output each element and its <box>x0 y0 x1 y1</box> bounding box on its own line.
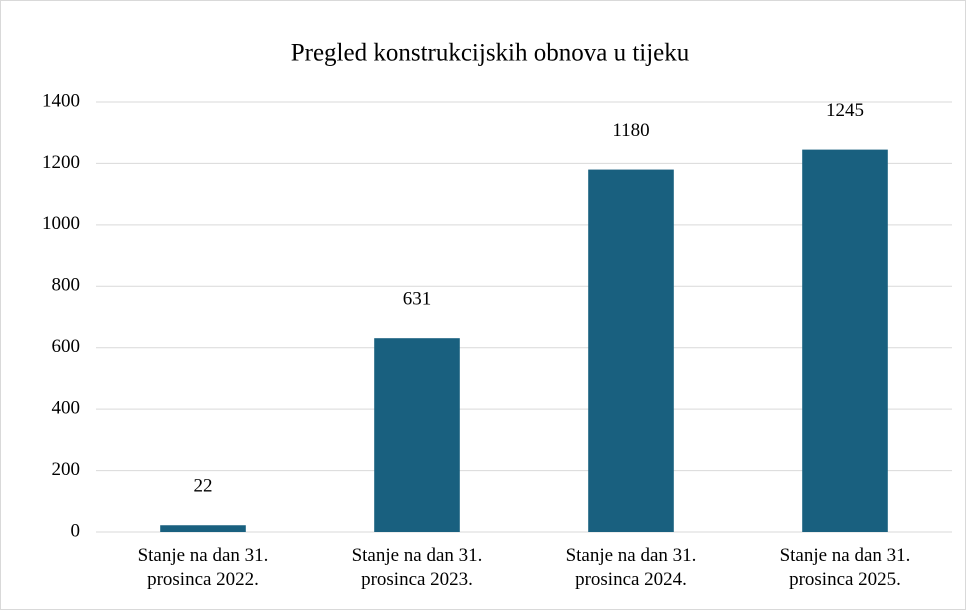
y-tick-label: 1000 <box>42 213 80 234</box>
chart-title: Pregled konstrukcijskih obnova u tijeku <box>291 40 690 67</box>
data-label: 22 <box>194 476 213 497</box>
data-label: 631 <box>403 289 432 310</box>
bar <box>374 338 460 532</box>
y-tick-label: 800 <box>52 275 81 296</box>
y-tick-label: 200 <box>52 459 81 480</box>
data-label: 1180 <box>612 120 649 141</box>
bar <box>160 525 246 532</box>
bar <box>588 169 674 533</box>
x-tick-label: Stanje na dan 31. prosinca 2024. <box>565 545 697 590</box>
x-tick-label: Stanje na dan 31. prosinca 2025. <box>779 545 911 590</box>
data-label: 1245 <box>826 100 864 121</box>
y-tick-label: 600 <box>52 336 81 357</box>
x-tick-label: Stanje na dan 31. prosinca 2023. <box>351 545 483 590</box>
y-tick-label: 0 <box>71 520 81 541</box>
y-tick-label: 400 <box>52 398 81 419</box>
y-tick-label: 1200 <box>42 152 80 173</box>
x-tick-label: Stanje na dan 31. prosinca 2022. <box>137 545 269 590</box>
y-tick-label: 1400 <box>42 90 80 111</box>
bar <box>802 149 888 532</box>
